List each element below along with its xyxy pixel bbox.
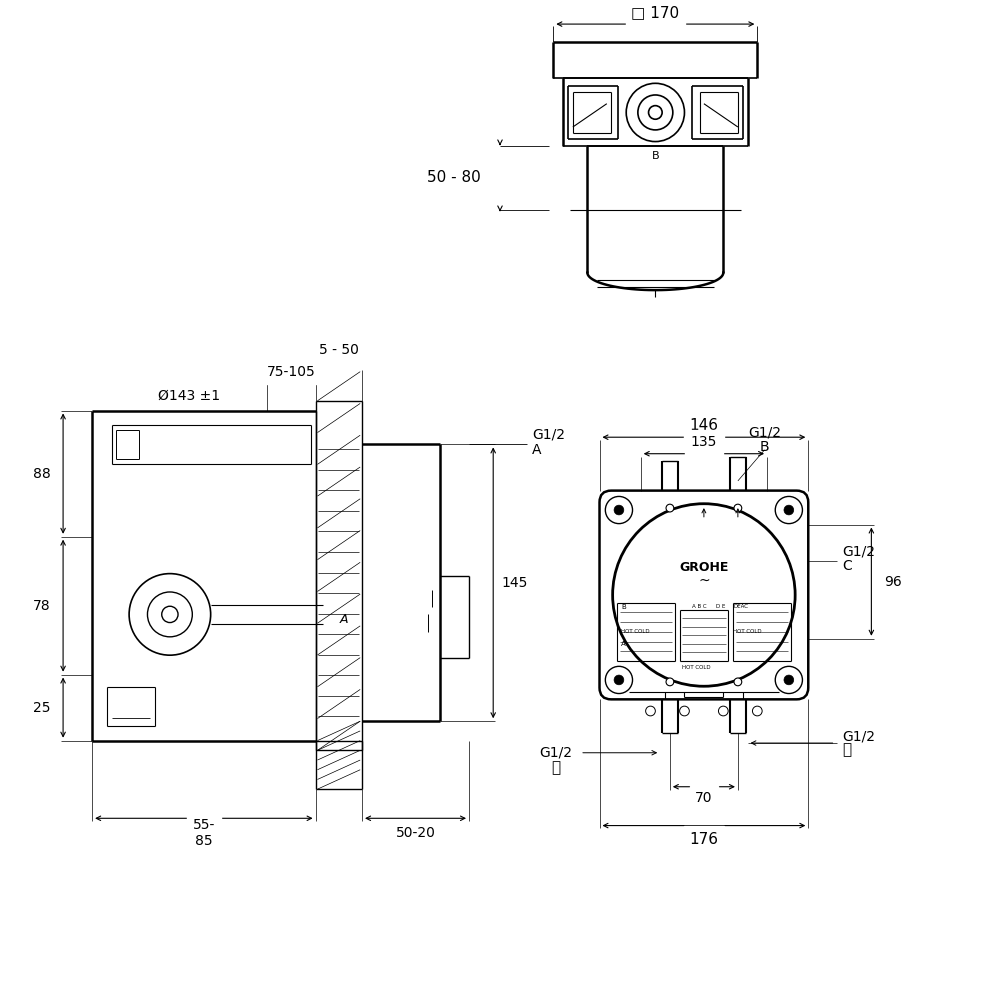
Text: 5 - 50: 5 - 50 xyxy=(319,343,359,357)
Text: □ 170: □ 170 xyxy=(631,5,679,20)
Circle shape xyxy=(734,678,742,686)
Text: B: B xyxy=(621,604,626,610)
Circle shape xyxy=(614,675,624,685)
Text: 50-20: 50-20 xyxy=(396,826,435,840)
Text: 176: 176 xyxy=(689,832,718,847)
Text: 88: 88 xyxy=(33,467,51,481)
Text: A: A xyxy=(532,443,542,457)
Text: 水: 水 xyxy=(842,742,851,757)
Circle shape xyxy=(784,505,794,515)
Text: 70: 70 xyxy=(695,791,713,805)
Circle shape xyxy=(666,678,674,686)
Text: 145: 145 xyxy=(501,576,528,590)
Text: A B C: A B C xyxy=(692,604,707,609)
Circle shape xyxy=(614,505,624,515)
Text: 湯: 湯 xyxy=(551,760,560,775)
Text: A: A xyxy=(339,613,348,626)
Text: A: A xyxy=(621,641,626,647)
Text: HOT COLD: HOT COLD xyxy=(682,665,710,670)
Text: B: B xyxy=(652,151,659,161)
Text: GROHE: GROHE xyxy=(679,561,729,574)
Text: 25: 25 xyxy=(33,701,50,715)
Circle shape xyxy=(734,504,742,512)
Text: 50 - 80: 50 - 80 xyxy=(427,170,480,185)
Text: C: C xyxy=(842,559,852,573)
Circle shape xyxy=(666,504,674,512)
Text: 55-
85: 55- 85 xyxy=(193,818,215,848)
Text: G1/2: G1/2 xyxy=(748,425,781,439)
Text: G1/2: G1/2 xyxy=(532,428,565,442)
Text: D E: D E xyxy=(716,604,725,609)
Text: G1/2: G1/2 xyxy=(539,746,572,760)
Circle shape xyxy=(784,675,794,685)
Text: HOT COLD: HOT COLD xyxy=(733,629,762,634)
Text: 146: 146 xyxy=(689,418,718,433)
Text: ~: ~ xyxy=(698,573,710,587)
Text: DEAC: DEAC xyxy=(733,604,748,609)
Text: B: B xyxy=(760,440,769,454)
Text: 96: 96 xyxy=(884,575,902,589)
Text: HOT COLD: HOT COLD xyxy=(621,629,650,634)
Text: 78: 78 xyxy=(33,599,51,613)
Text: G1/2: G1/2 xyxy=(842,544,875,558)
Text: 135: 135 xyxy=(691,435,717,449)
Text: Ø143 ±1: Ø143 ±1 xyxy=(158,389,220,403)
Text: G1/2: G1/2 xyxy=(842,729,875,743)
Text: 75-105: 75-105 xyxy=(267,365,316,379)
